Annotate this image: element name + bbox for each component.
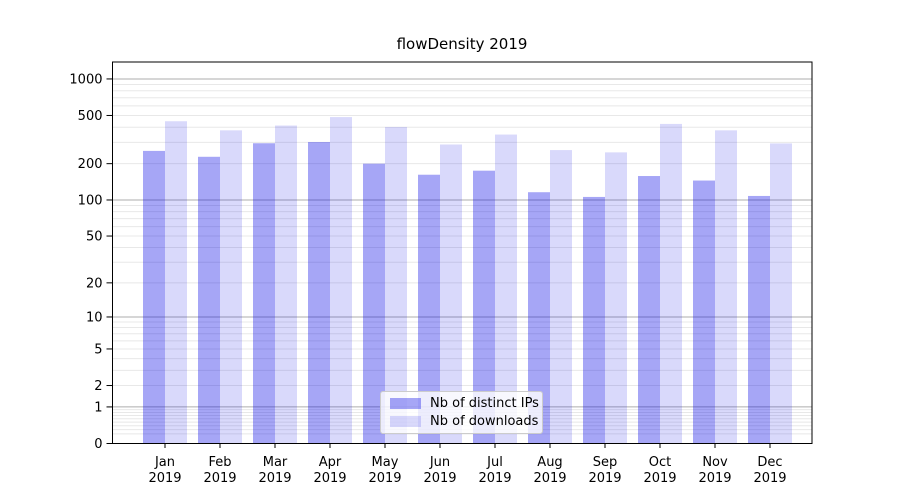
bar-distinct-ips-sep <box>583 196 605 444</box>
legend-item-downloads: Nb of downloads <box>390 414 542 429</box>
x-tick-label-month-aug: Aug <box>537 455 562 470</box>
bar-distinct-ips-mar <box>253 143 275 444</box>
x-tick-label-year-nov: 2019 <box>698 471 731 486</box>
bar-downloads-sep <box>605 152 627 444</box>
bar-downloads-jan <box>165 121 187 444</box>
x-tick-label-month-oct: Oct <box>649 455 671 470</box>
y-tick-label-2: 2 <box>94 379 102 394</box>
bar-distinct-ips-may <box>363 163 385 444</box>
chart-title: flowDensity 2019 <box>396 35 528 53</box>
x-tick-label-month-jan: Jan <box>154 455 175 470</box>
bar-downloads-jul <box>495 134 517 444</box>
x-tick-label-year-sep: 2019 <box>588 471 621 486</box>
x-tick-label-year-oct: 2019 <box>643 471 676 486</box>
y-tick-label-500: 500 <box>78 109 103 124</box>
bar-downloads-mar <box>275 125 297 444</box>
x-tick-label-month-jun: Jun <box>429 455 450 470</box>
bar-distinct-ips-dec <box>748 195 770 444</box>
x-tick-label-month-nov: Nov <box>702 455 728 470</box>
bar-distinct-ips-feb <box>198 156 220 444</box>
bar-distinct-ips-jul <box>473 170 495 444</box>
bar-distinct-ips-oct <box>638 176 660 444</box>
x-tick-label-month-sep: Sep <box>593 455 618 470</box>
y-tick-label-1000: 1000 <box>69 72 102 87</box>
bar-distinct-ips-jun <box>418 174 440 444</box>
x-tick-label-month-may: May <box>372 455 399 470</box>
x-tick-label-year-dec: 2019 <box>753 471 786 486</box>
x-tick-label-year-may: 2019 <box>368 471 401 486</box>
x-tick-label-year-jul: 2019 <box>478 471 511 486</box>
x-tick-label-month-dec: Dec <box>757 455 782 470</box>
bar-downloads-feb <box>220 130 242 444</box>
x-tick-label-year-jun: 2019 <box>423 471 456 486</box>
x-tick-label-month-feb: Feb <box>208 455 231 470</box>
x-tick-label-year-aug: 2019 <box>533 471 566 486</box>
bar-downloads-aug <box>550 150 572 444</box>
legend-item-distinct-ips: Nb of distinct IPs <box>390 396 542 411</box>
legend-swatch-distinct-ips <box>390 398 421 409</box>
y-tick-label-10: 10 <box>86 310 103 325</box>
x-tick-label-year-feb: 2019 <box>203 471 236 486</box>
legend-label-distinct-ips: Nb of distinct IPs <box>430 396 539 411</box>
bar-distinct-ips-aug <box>528 192 550 444</box>
plot-border <box>112 61 813 444</box>
bar-distinct-ips-nov <box>693 180 715 444</box>
x-tick-label-month-apr: Apr <box>319 455 342 470</box>
y-tick-label-1: 1 <box>94 400 102 415</box>
y-tick-label-100: 100 <box>78 193 103 208</box>
bar-downloads-apr <box>330 117 352 444</box>
legend-swatch-downloads <box>390 416 421 427</box>
bar-downloads-jun <box>440 144 462 444</box>
x-tick-label-year-apr: 2019 <box>313 471 346 486</box>
x-tick-label-year-jan: 2019 <box>148 471 181 486</box>
bar-downloads-may <box>385 126 407 444</box>
legend-label-downloads: Nb of downloads <box>430 414 539 429</box>
y-tick-label-0: 0 <box>94 437 102 452</box>
y-tick-label-20: 20 <box>86 276 103 291</box>
bar-downloads-nov <box>715 130 737 444</box>
x-tick-label-year-mar: 2019 <box>258 471 291 486</box>
y-tick-label-50: 50 <box>86 230 103 245</box>
bar-distinct-ips-apr <box>308 142 330 444</box>
bar-distinct-ips-jan <box>143 150 165 444</box>
legend: Nb of distinct IPs Nb of downloads <box>380 391 543 434</box>
y-tick-label-5: 5 <box>94 342 102 357</box>
x-tick-label-month-jul: Jul <box>486 455 503 470</box>
x-tick-label-month-mar: Mar <box>263 455 288 470</box>
bar-downloads-dec <box>770 143 792 444</box>
bar-downloads-oct <box>660 123 682 444</box>
y-tick-label-200: 200 <box>78 157 103 172</box>
